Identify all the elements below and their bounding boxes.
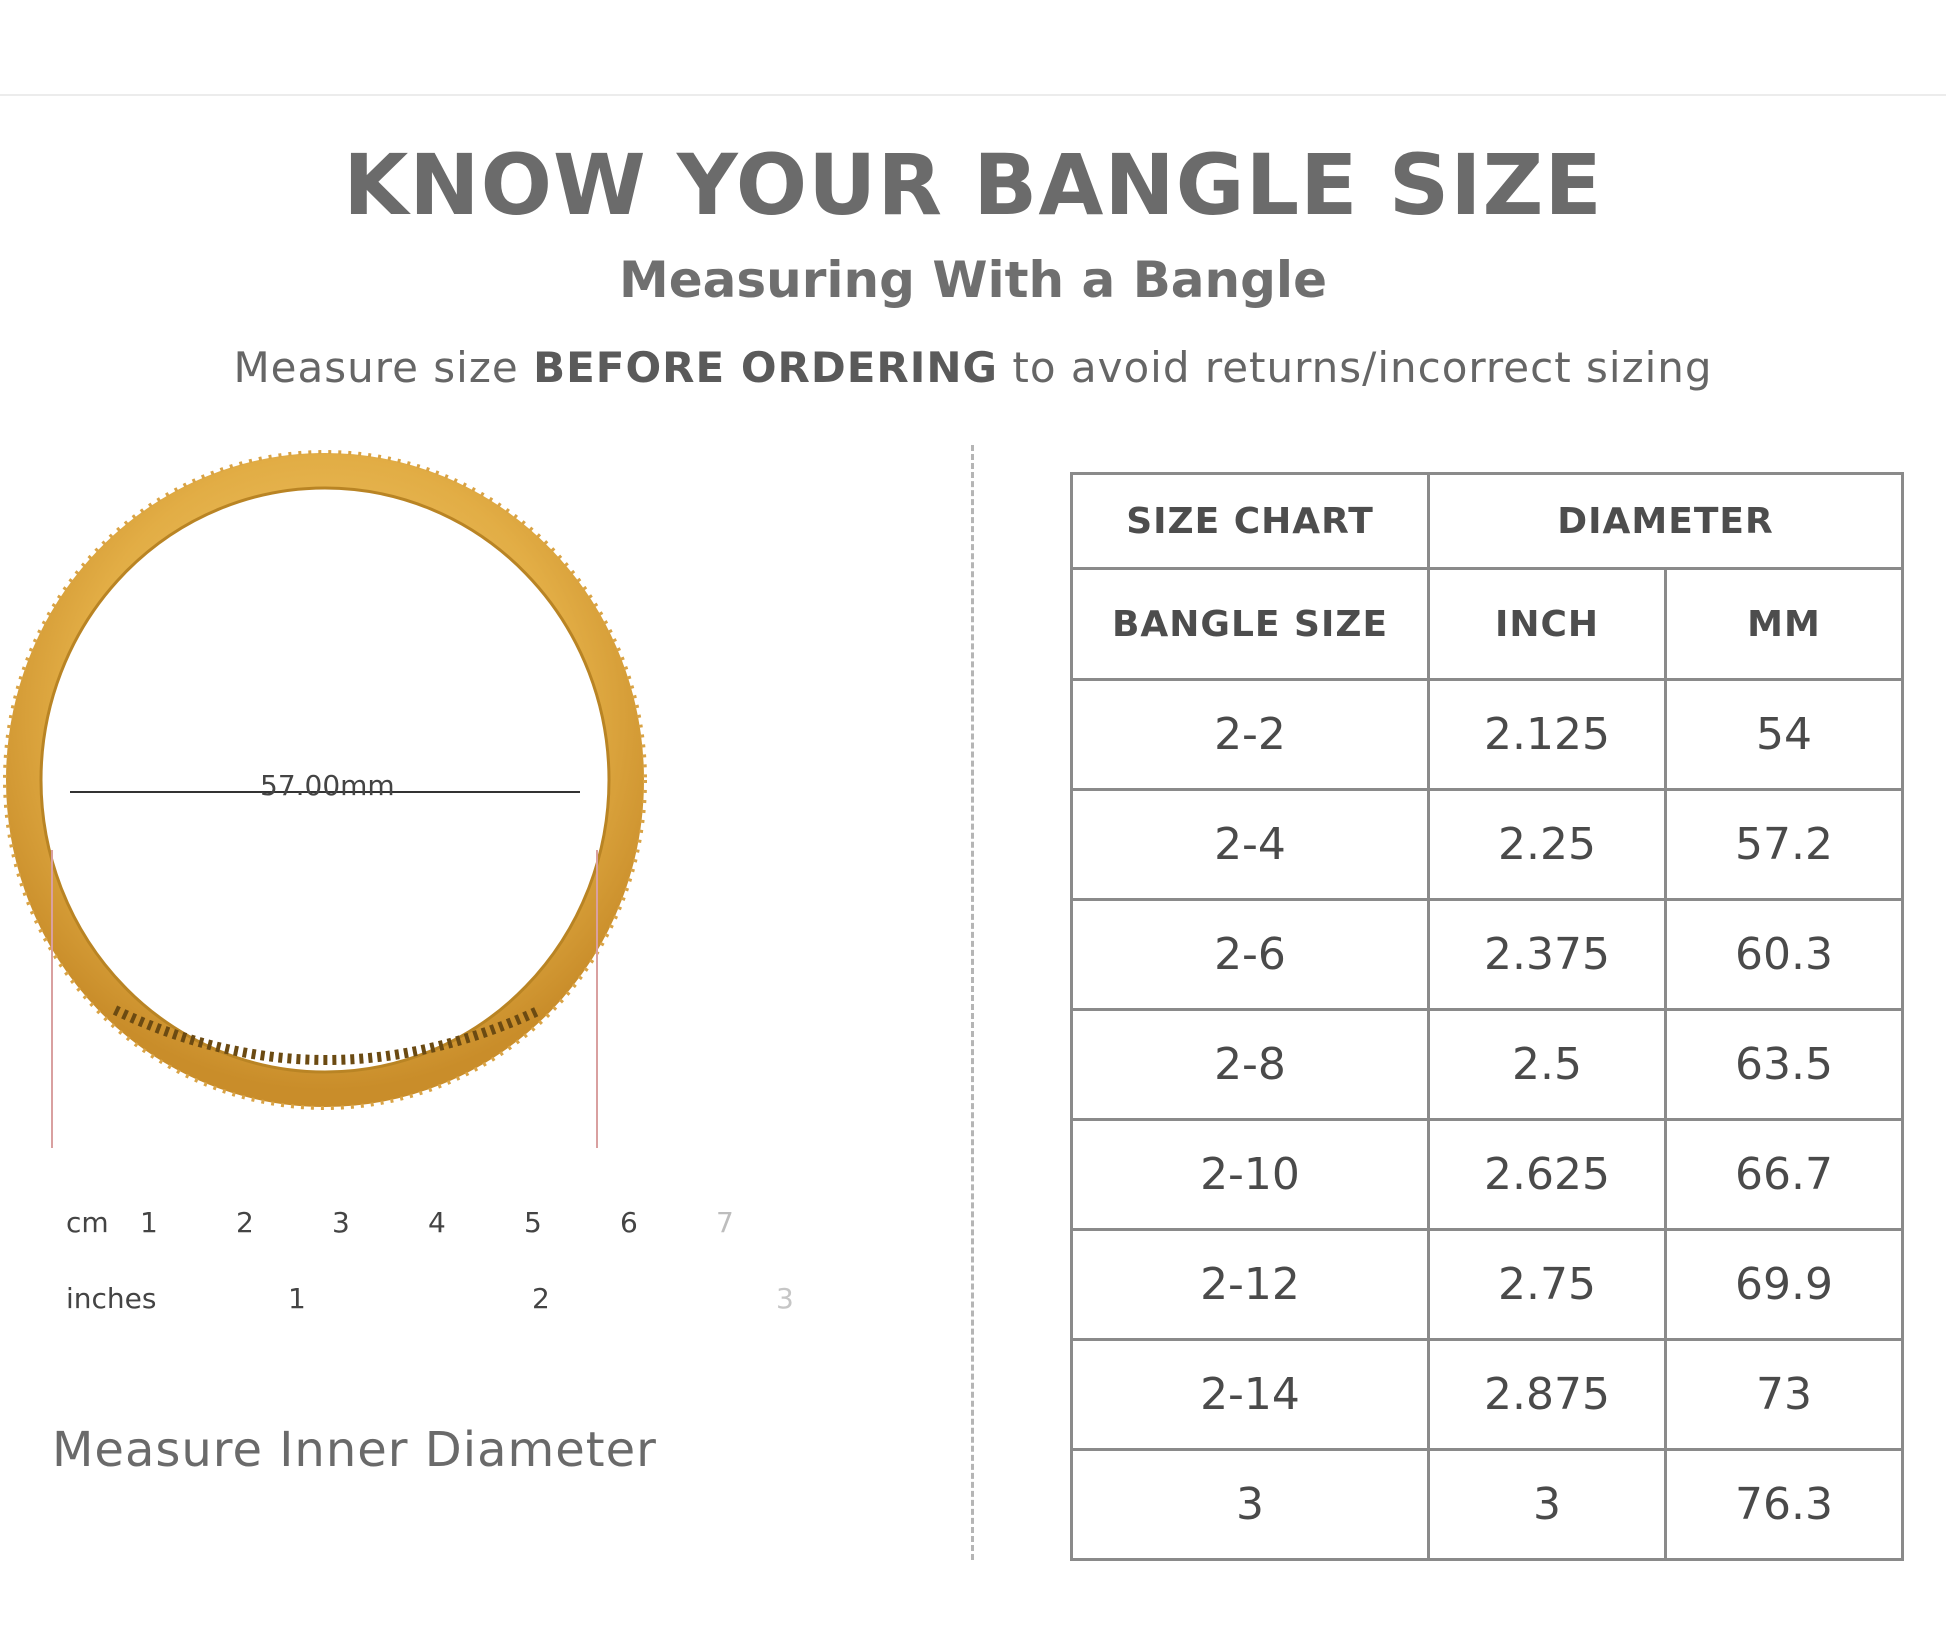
cell-inch: 2.5 <box>1427 1008 1667 1121</box>
ruler-inch-number: 2 <box>532 1282 550 1315</box>
table-row: 2-8 2.5 63.5 <box>1070 1008 1904 1121</box>
top-divider <box>0 94 1946 96</box>
ruler-cm-number: 6 <box>620 1206 638 1239</box>
cell-inch: 2.375 <box>1427 898 1667 1011</box>
cell-size: 3 <box>1070 1448 1430 1561</box>
cell-mm: 69.9 <box>1664 1228 1904 1341</box>
cell-inch: 2.25 <box>1427 788 1667 901</box>
cell-inch: 2.875 <box>1427 1338 1667 1451</box>
ruler-cm-number: 2 <box>236 1206 254 1239</box>
cell-size: 2-12 <box>1070 1228 1430 1341</box>
ruler <box>49 1144 1075 1378</box>
ruler-inch-number: 1 <box>288 1282 306 1315</box>
table-row: 2-2 2.125 54 <box>1070 678 1904 791</box>
table-row: 2-4 2.25 57.2 <box>1070 788 1904 901</box>
page-subtitle: Measuring With a Bangle <box>619 251 1327 309</box>
header-size-chart: SIZE CHART <box>1070 472 1430 570</box>
cell-mm: 76.3 <box>1664 1448 1904 1561</box>
cell-size: 2-14 <box>1070 1338 1430 1451</box>
cell-mm: 73 <box>1664 1338 1904 1451</box>
cell-mm: 66.7 <box>1664 1118 1904 1231</box>
sizing-note: Measure size BEFORE ORDERING to avoid re… <box>0 338 1946 398</box>
ruler-cm-number: 4 <box>428 1206 446 1239</box>
note-text-bold: BEFORE ORDERING <box>533 343 999 392</box>
cell-inch: 2.75 <box>1427 1228 1667 1341</box>
ruler-cm-number: 5 <box>524 1206 542 1239</box>
ruler-cm-number: 7 <box>716 1206 734 1239</box>
cell-mm: 54 <box>1664 678 1904 791</box>
cell-size: 2-2 <box>1070 678 1430 791</box>
cell-mm: 60.3 <box>1664 898 1904 1011</box>
subheader-mm: MM <box>1664 567 1904 681</box>
cell-mm: 63.5 <box>1664 1008 1904 1121</box>
note-text-after: to avoid returns/incorrect sizing <box>998 343 1713 392</box>
subheader-inch: INCH <box>1427 567 1667 681</box>
subheader-bangle-size: BANGLE SIZE <box>1070 567 1430 681</box>
table-row: 2-12 2.75 69.9 <box>1070 1228 1904 1341</box>
table-row: 2-6 2.375 60.3 <box>1070 898 1904 1011</box>
note-text-before: Measure size <box>233 343 534 392</box>
table-header-row: SIZE CHART DIAMETER <box>1070 472 1904 570</box>
header-diameter: DIAMETER <box>1427 472 1904 570</box>
diameter-label: 57.00mm <box>260 769 395 802</box>
size-chart-table: SIZE CHART DIAMETER BANGLE SIZE INCH MM … <box>1070 472 1904 1561</box>
ruler-inch-number: 3 <box>776 1282 794 1315</box>
ruler-inches-label: inches <box>66 1282 157 1315</box>
cell-inch: 3 <box>1427 1448 1667 1561</box>
cell-size: 2-4 <box>1070 788 1430 901</box>
ruler-cm-number: 3 <box>332 1206 350 1239</box>
cell-size: 2-10 <box>1070 1118 1430 1231</box>
table-row: 2-14 2.875 73 <box>1070 1338 1904 1451</box>
page-title: KNOW YOUR BANGLE SIZE <box>343 136 1603 234</box>
ruler-cm-label: cm <box>66 1206 109 1239</box>
cell-inch: 2.625 <box>1427 1118 1667 1231</box>
cell-mm: 57.2 <box>1664 788 1904 901</box>
dashed-divider <box>971 445 974 1560</box>
bangle-image <box>3 450 647 1110</box>
measure-caption: Measure Inner Diameter <box>52 1422 657 1478</box>
table-row: 3 3 76.3 <box>1070 1448 1904 1561</box>
ruler-cm-number: 1 <box>140 1206 158 1239</box>
table-subheader-row: BANGLE SIZE INCH MM <box>1070 567 1904 681</box>
table-row: 2-10 2.625 66.7 <box>1070 1118 1904 1231</box>
cell-inch: 2.125 <box>1427 678 1667 791</box>
cell-size: 2-6 <box>1070 898 1430 1011</box>
cell-size: 2-8 <box>1070 1008 1430 1121</box>
